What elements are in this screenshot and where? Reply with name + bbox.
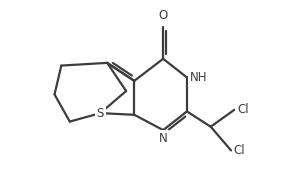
Text: Cl: Cl — [237, 103, 249, 116]
Text: S: S — [97, 107, 104, 120]
Text: O: O — [159, 9, 168, 22]
Text: NH: NH — [190, 71, 207, 84]
Text: Cl: Cl — [234, 144, 245, 157]
Text: N: N — [159, 132, 168, 145]
